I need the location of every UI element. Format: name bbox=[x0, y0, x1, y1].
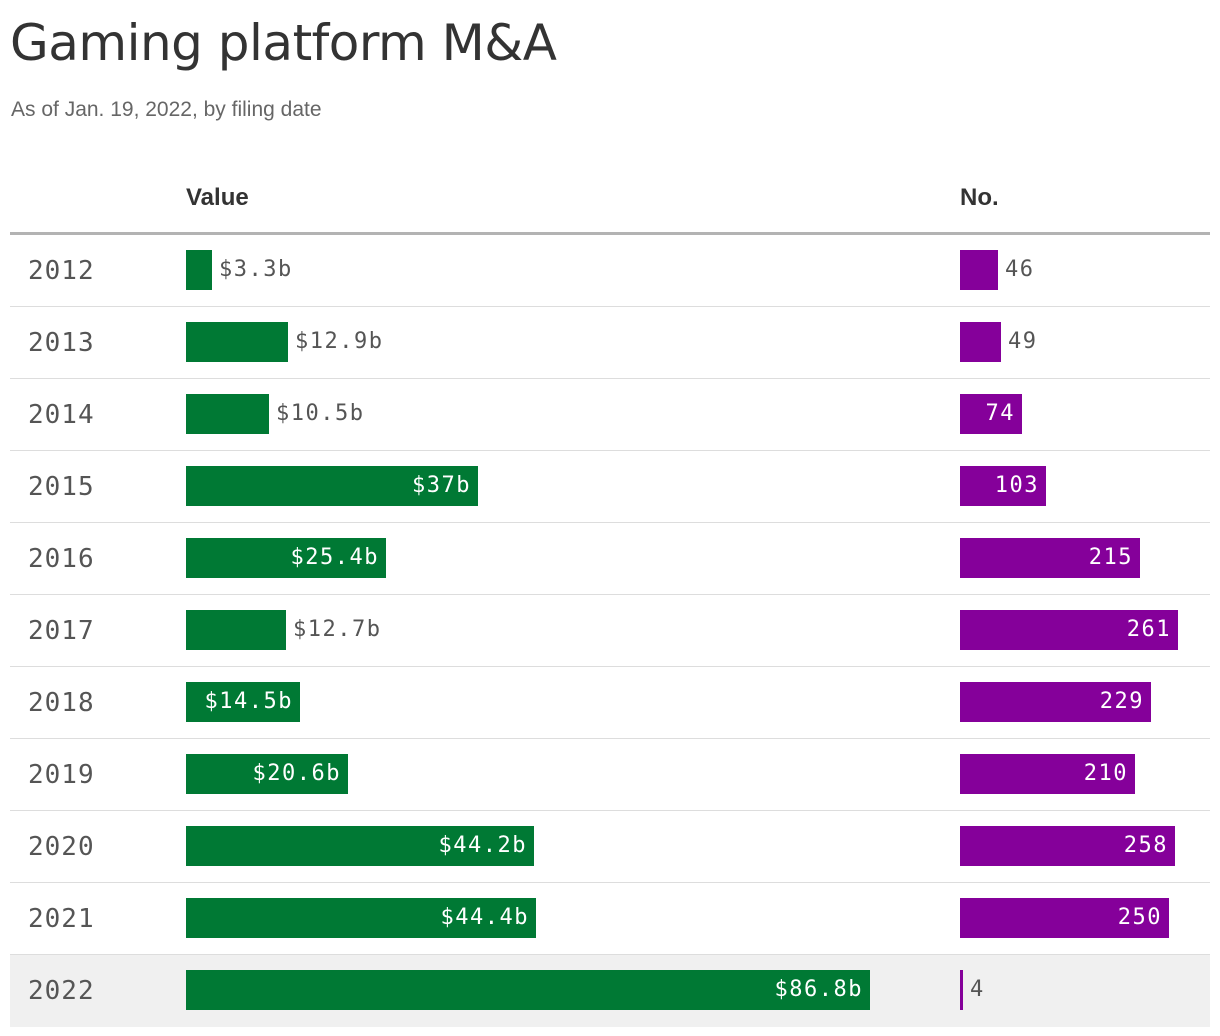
count-bar bbox=[960, 466, 1046, 506]
value-bar bbox=[186, 466, 478, 506]
value-bar bbox=[186, 898, 536, 938]
table-row: 2016 $25.4b 215 bbox=[10, 523, 1210, 595]
value-bar bbox=[186, 394, 269, 434]
count-label: 49 bbox=[1008, 329, 1038, 354]
count-bar bbox=[960, 682, 1151, 722]
table-row: 2012 $3.3b 46 bbox=[10, 235, 1210, 307]
value-label: $14.5b bbox=[204, 689, 293, 714]
year-label: 2015 bbox=[28, 472, 95, 502]
count-label: 250 bbox=[1117, 905, 1162, 930]
value-label: $10.5b bbox=[276, 401, 365, 426]
table-row: 2022 $86.8b 4 bbox=[10, 955, 1210, 1027]
table-row: 2020 $44.2b 258 bbox=[10, 811, 1210, 883]
value-bar bbox=[186, 538, 386, 578]
value-label: $12.7b bbox=[293, 617, 382, 642]
value-bar bbox=[186, 322, 288, 362]
chart-table: 2012 $3.3b 46 2013 $12.9b 49 2014 $10.5b 74 2015 $… bbox=[10, 235, 1210, 1027]
value-label: $44.4b bbox=[440, 905, 529, 930]
table-row: 2019 $20.6b 210 bbox=[10, 739, 1210, 811]
value-bar bbox=[186, 250, 212, 290]
count-column-header: No. bbox=[960, 184, 999, 211]
count-bar bbox=[960, 250, 998, 290]
table-row: 2017 $12.7b 261 bbox=[10, 595, 1210, 667]
count-label: 215 bbox=[1088, 545, 1133, 570]
count-bar bbox=[960, 610, 1178, 650]
count-label: 210 bbox=[1083, 761, 1128, 786]
value-bar bbox=[186, 826, 534, 866]
year-label: 2022 bbox=[28, 976, 95, 1006]
count-label: 261 bbox=[1126, 617, 1171, 642]
table-row: 2015 $37b 103 bbox=[10, 451, 1210, 523]
value-label: $44.2b bbox=[438, 833, 527, 858]
year-label: 2018 bbox=[28, 688, 95, 718]
count-bar bbox=[960, 538, 1140, 578]
table-row: 2021 $44.4b 250 bbox=[10, 883, 1210, 955]
count-bar bbox=[960, 898, 1169, 938]
year-label: 2016 bbox=[28, 544, 95, 574]
value-label: $12.9b bbox=[295, 329, 384, 354]
value-label: $37b bbox=[412, 473, 471, 498]
count-bar bbox=[960, 970, 963, 1010]
table-row: 2013 $12.9b 49 bbox=[10, 307, 1210, 379]
count-label: 258 bbox=[1123, 833, 1168, 858]
count-label: 4 bbox=[970, 977, 985, 1002]
count-bar bbox=[960, 322, 1001, 362]
year-label: 2019 bbox=[28, 760, 95, 790]
year-label: 2013 bbox=[28, 328, 95, 358]
value-label: $20.6b bbox=[252, 761, 341, 786]
count-label: 74 bbox=[985, 401, 1015, 426]
value-label: $3.3b bbox=[219, 257, 293, 282]
chart-subtitle: As of Jan. 19, 2022, by filing date bbox=[11, 98, 322, 121]
table-row: 2018 $14.5b 229 bbox=[10, 667, 1210, 739]
count-bar bbox=[960, 394, 1022, 434]
value-label: $25.4b bbox=[290, 545, 379, 570]
count-label: 46 bbox=[1005, 257, 1035, 282]
year-label: 2020 bbox=[28, 832, 95, 862]
count-bar bbox=[960, 826, 1175, 866]
value-label: $86.8b bbox=[774, 977, 863, 1002]
year-label: 2012 bbox=[28, 256, 95, 286]
count-bar bbox=[960, 754, 1135, 794]
value-bar bbox=[186, 682, 300, 722]
table-row: 2014 $10.5b 74 bbox=[10, 379, 1210, 451]
count-label: 229 bbox=[1099, 689, 1144, 714]
chart-title: Gaming platform M&A bbox=[10, 14, 557, 72]
value-bar bbox=[186, 970, 870, 1010]
year-label: 2021 bbox=[28, 904, 95, 934]
header-divider bbox=[10, 232, 1210, 235]
count-label: 103 bbox=[994, 473, 1039, 498]
year-label: 2014 bbox=[28, 400, 95, 430]
value-bar bbox=[186, 754, 348, 794]
value-column-header: Value bbox=[186, 184, 249, 211]
year-label: 2017 bbox=[28, 616, 95, 646]
value-bar bbox=[186, 610, 286, 650]
